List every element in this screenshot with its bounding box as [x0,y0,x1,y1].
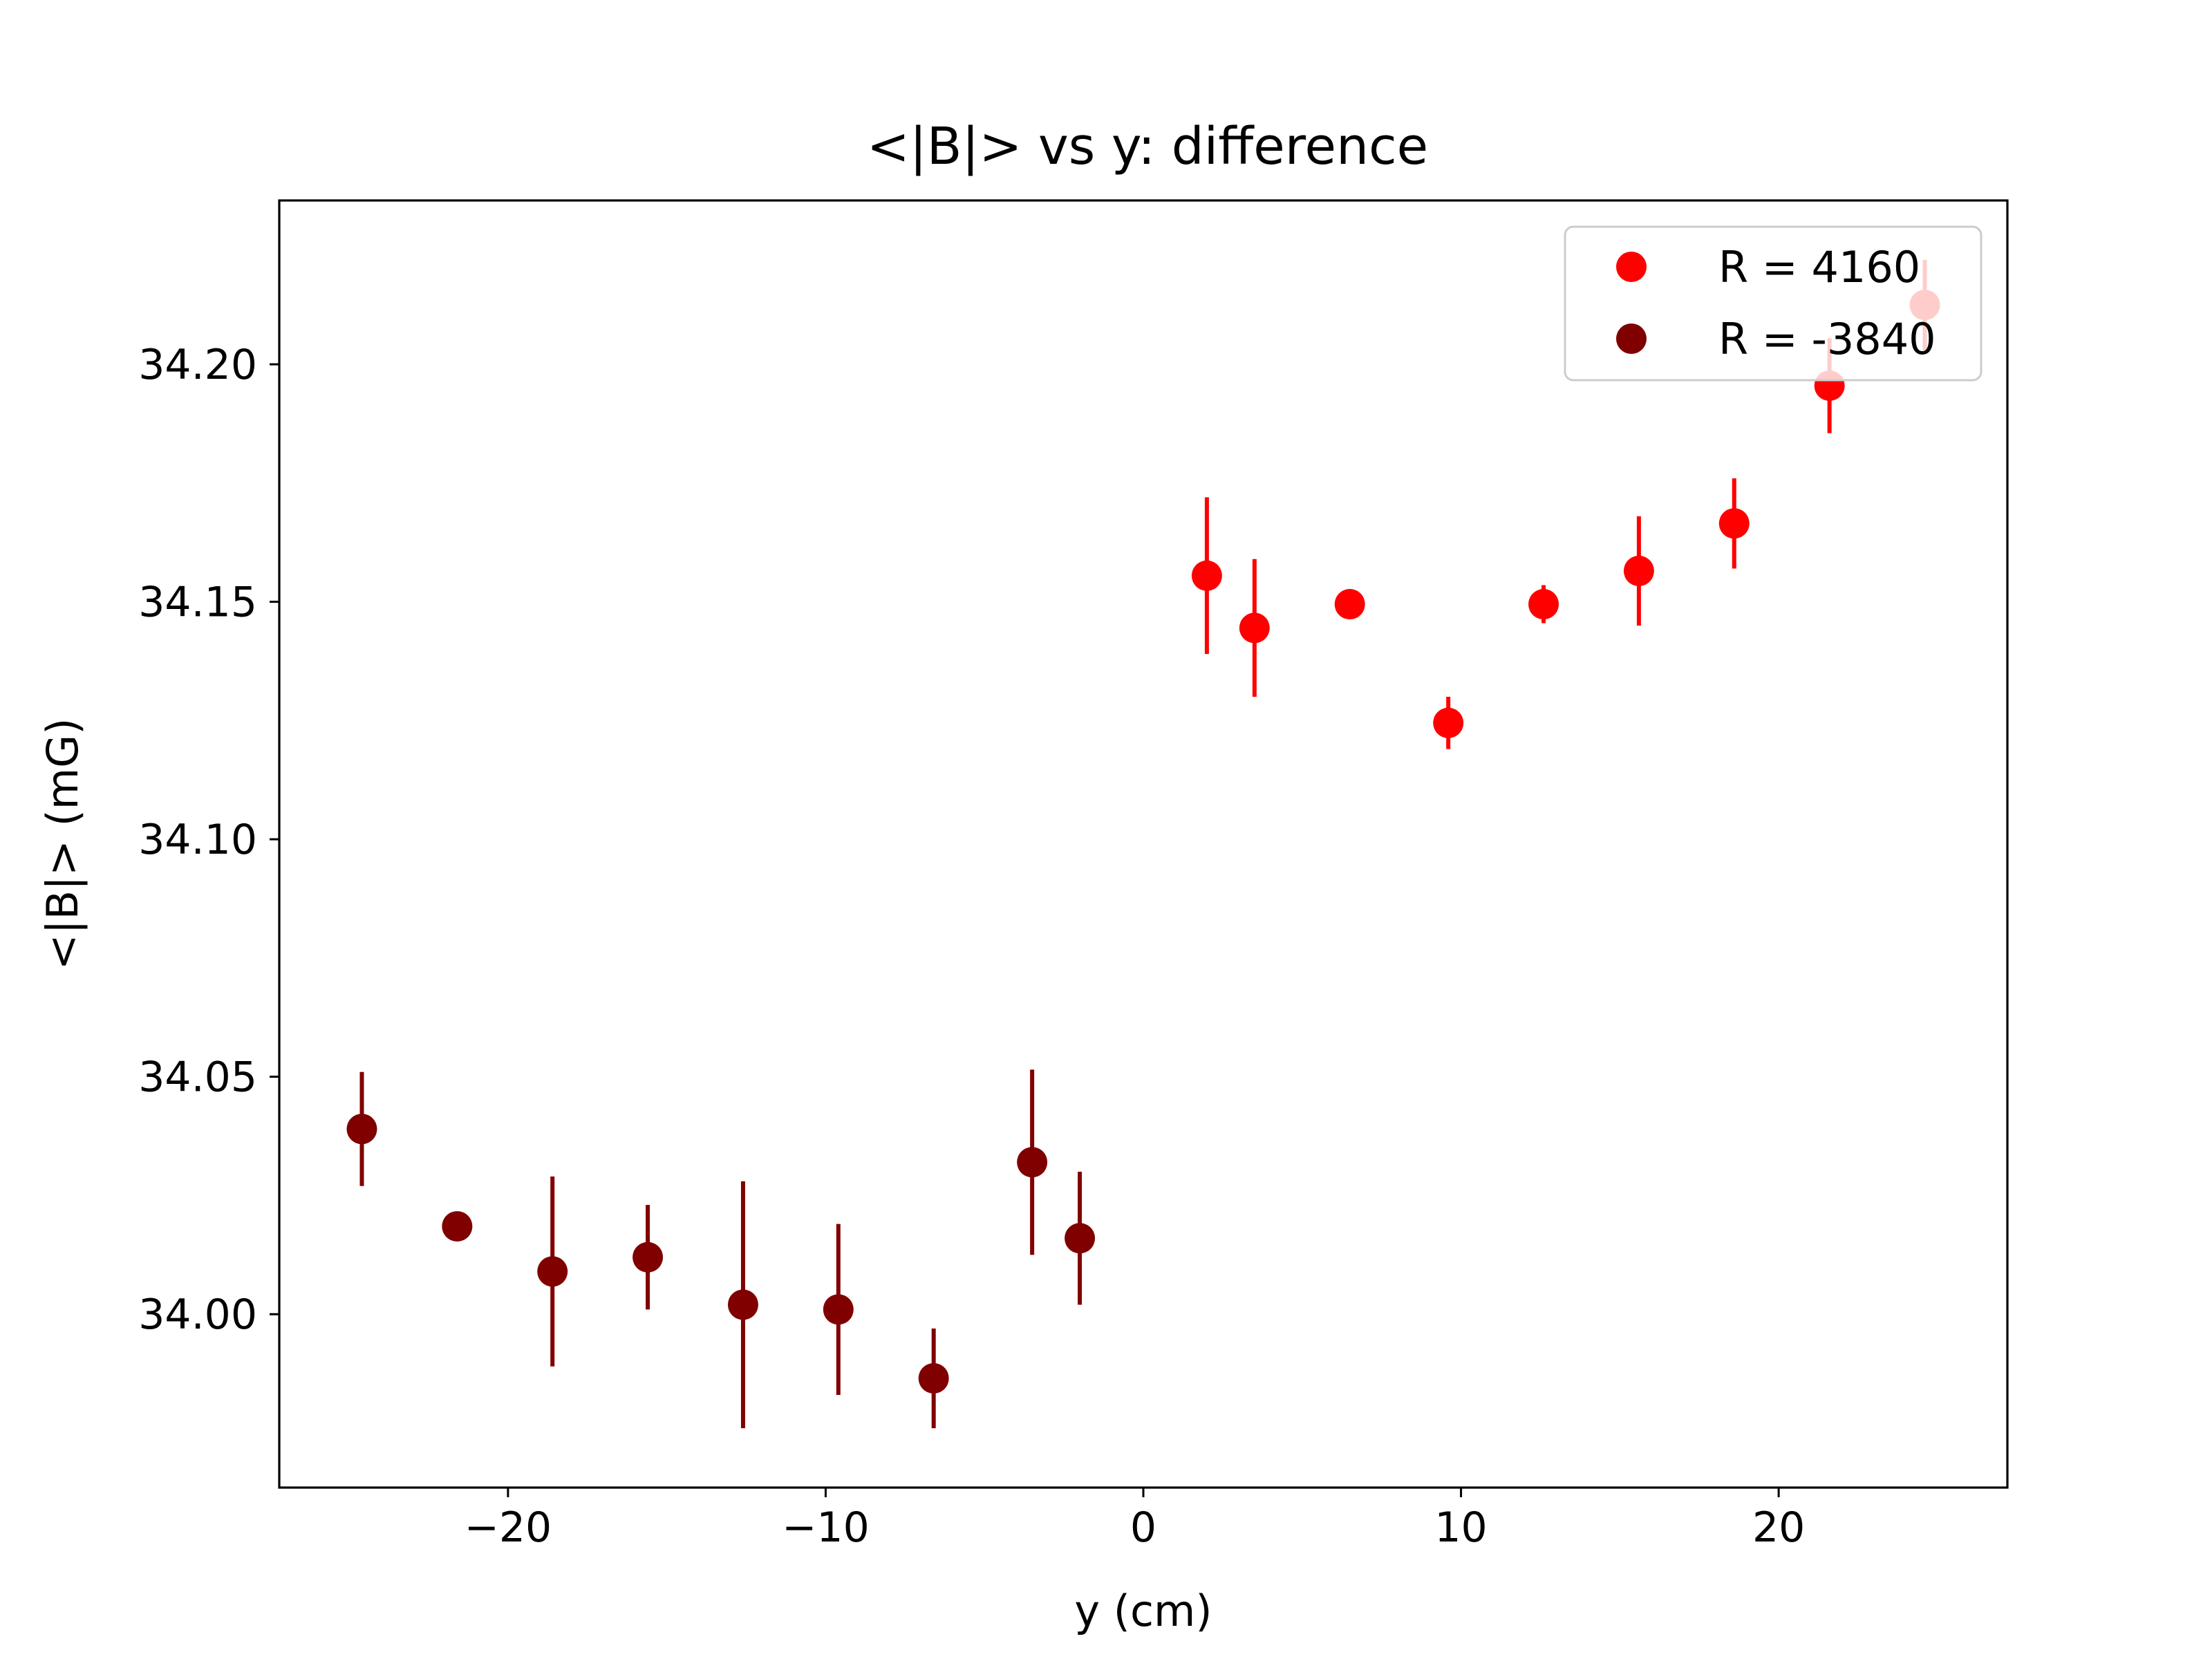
data-points [346,290,1940,1394]
data-point [537,1256,568,1287]
chart-title: <|B|> vs y: difference [867,117,1428,176]
data-point [1334,589,1365,620]
data-point [1017,1147,1048,1178]
data-point [1191,560,1222,591]
x-axis-label: y (cm) [1074,1586,1212,1636]
y-axis-label: <|B|> (mG) [37,718,88,971]
x-axis-ticks: −20 −10 0 10 20 [465,1488,1805,1552]
x-tick-label: 10 [1434,1503,1487,1552]
data-point [823,1294,854,1325]
y-tick-label: 34.10 [138,816,257,864]
legend-box [1564,225,1983,382]
y-tick-label: 34.00 [138,1291,257,1339]
y-tick-label: 34.15 [138,579,257,627]
legend-entries: R = 4160 R = -3840 [1616,242,1936,364]
data-point [1065,1223,1096,1254]
data-point [346,1114,377,1145]
data-point [632,1241,664,1273]
data-point [1528,589,1559,620]
x-tick-label: 0 [1130,1503,1156,1552]
x-tick-label: 20 [1752,1503,1805,1552]
data-point [918,1362,949,1394]
x-tick-label: −10 [782,1503,870,1552]
data-point [727,1289,758,1320]
legend-label: R = -3840 [1718,314,1936,364]
data-point [1239,612,1270,644]
data-point [1433,707,1464,738]
legend-label: R = 4160 [1718,242,1920,292]
y-axis-ticks: 34.00 34.05 34.10 34.15 34.20 [138,341,279,1339]
data-point [1623,555,1654,586]
y-tick-label: 34.20 [138,341,257,389]
legend-marker [1616,324,1647,354]
data-point [442,1211,473,1242]
y-tick-label: 34.05 [138,1053,257,1102]
data-point [1718,508,1750,539]
legend: R = 4160 R = -3840 [1564,225,1983,382]
legend-marker [1616,252,1647,282]
x-tick-label: −20 [465,1503,552,1552]
